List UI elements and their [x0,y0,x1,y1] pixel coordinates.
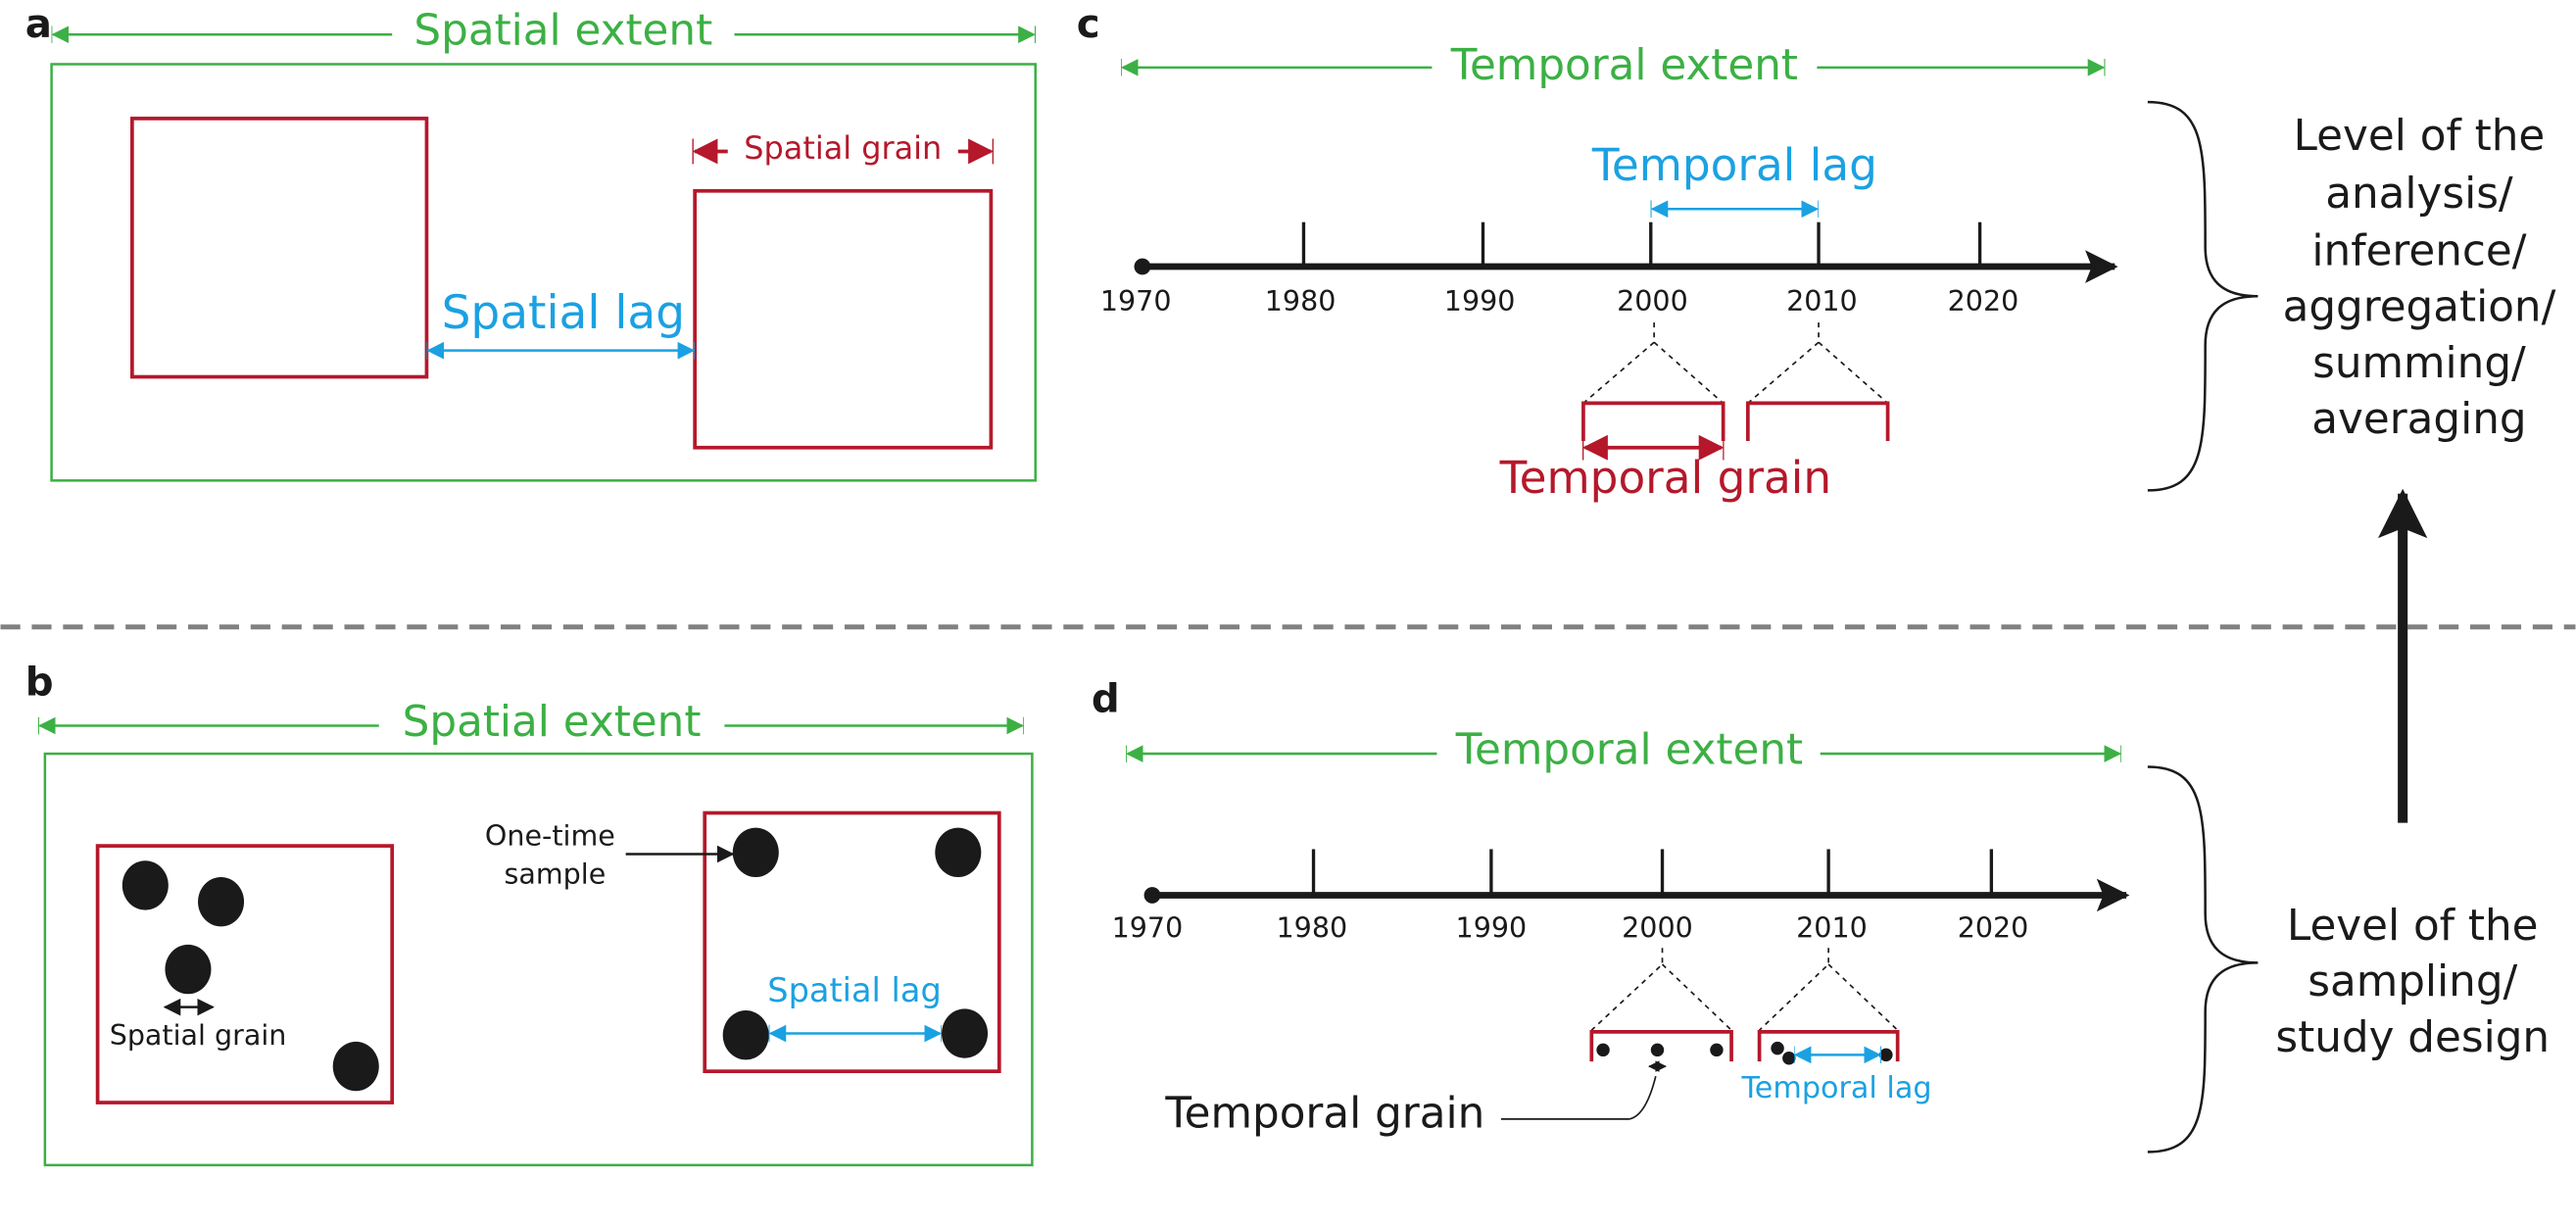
extent-label: Spatial extent [413,6,712,56]
year-label: 2010 [1796,912,1868,945]
grain-brackets [1589,1030,1900,1062]
grain-label: Spatial grain [110,1019,287,1052]
level-text: summing/ [2312,338,2526,388]
level-text: analysis/ [2325,169,2513,219]
brace [2147,100,2259,492]
year-label: 2000 [1617,285,1688,318]
grain-label: Temporal grain [1164,1088,1484,1138]
grain-brackets [1581,401,1890,442]
extent-box [43,752,1034,1167]
sample-label: sample [505,858,607,890]
grain-box [703,810,1001,1074]
panel-label: d [1092,675,1120,721]
lag-label: Spatial lag [767,971,942,1009]
level-text: Level of the [2287,901,2539,951]
extent-label: Temporal extent [1455,724,1803,774]
year-label: 2000 [1622,912,1693,945]
lag-label: Spatial lag [442,286,685,340]
lag-label: Temporal lag [1740,1071,1931,1105]
extent-label: Spatial extent [403,697,702,747]
level-text: inference/ [2311,226,2526,276]
year-label: 1970 [1112,912,1184,945]
timeline-ticks [1301,221,1982,268]
timeline-ticks [1311,849,1994,896]
panel-label: c [1077,1,1100,47]
year-label: 1990 [1456,912,1528,945]
grain-pointer [1500,1075,1657,1120]
grain-box [693,188,994,450]
panel-b: b Spatial extent Spatial grain One-time … [25,660,1034,1167]
year-label: 2020 [1948,285,2019,318]
zoom-lines [1582,322,1889,405]
level-text: Level of the [2294,111,2546,161]
grain-box [95,844,395,1104]
panel-label: b [25,660,54,706]
year-label: 2020 [1958,912,2029,945]
panel-label: a [25,1,52,47]
grain-label: Spatial grain [744,129,942,167]
grain-label: Temporal grain [1499,452,1831,504]
level-text: study design [2275,1012,2550,1062]
year-label: 1970 [1100,285,1172,318]
samples [1596,1041,1893,1065]
year-label: 1980 [1265,285,1337,318]
lag-label: Temporal lag [1591,139,1877,191]
brace [2147,765,2259,1153]
grain-box [130,117,429,379]
extent-label: Temporal extent [1450,40,1798,90]
level-text: aggregation/ [2283,282,2556,332]
samples [122,827,989,1092]
year-label: 1980 [1277,912,1348,945]
sample-label: One-time [485,820,615,853]
panel-d: d Temporal extent 1970 1980 1990 2000 20… [1092,675,2130,1138]
extent-box [50,63,1038,482]
year-label: 2010 [1786,285,1858,318]
level-text: averaging [2311,394,2526,444]
zoom-lines [1590,948,1899,1031]
level-text: sampling/ [2308,956,2517,1006]
panel-c: c Temporal extent 1970 1980 1990 2000 20… [1077,1,2118,504]
panel-a: a Spatial extent Spatial grain Spatial l… [25,1,1038,482]
year-label: 1990 [1444,285,1516,318]
